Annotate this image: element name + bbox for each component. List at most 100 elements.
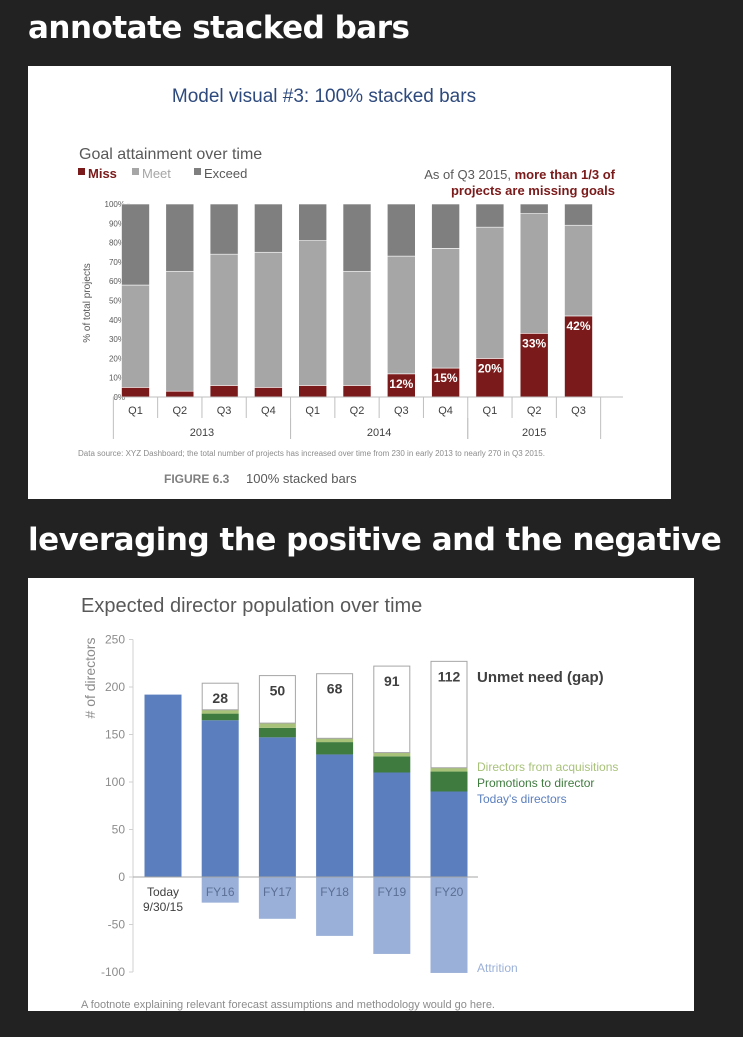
gap-label: 50: [270, 683, 286, 699]
bars: 12% 15% 20% 33% 42%: [121, 203, 593, 398]
bar-meet: [254, 251, 283, 388]
bar-unmet-need: [373, 665, 411, 754]
footnote: A footnote explaining relevant forecast …: [81, 999, 495, 1011]
y-tick-label: 250: [105, 633, 125, 647]
bar-exceed: [254, 203, 283, 253]
bar-miss: [475, 358, 505, 398]
x-tick-label: Q4: [261, 405, 276, 417]
bar-unmet-need: [258, 675, 296, 724]
gap-label: 112: [438, 668, 461, 684]
annotation-prefix: As of Q3 2015,: [424, 167, 514, 182]
bar-unmet-need: [316, 673, 354, 739]
bar-meet: [165, 271, 195, 392]
bar-today-s-directors: [430, 791, 468, 877]
bar-directors-from-acquisitions: [373, 752, 411, 757]
bar-exceed: [165, 203, 195, 272]
y-axis: -100 -50 0 50 100 150 200 250: [101, 633, 134, 979]
bar-exceed: [342, 203, 372, 272]
bar-exceed: [209, 203, 239, 255]
y-tick-label: -50: [108, 918, 126, 932]
data-label: 12%: [389, 377, 413, 391]
annotation-emphasis-2: projects are missing goals: [451, 183, 615, 198]
bar-miss: [342, 385, 372, 398]
bar-promotions-to-director: [430, 771, 468, 792]
x-tick-label: FY19: [377, 885, 406, 899]
gap-label: 91: [384, 673, 400, 689]
section-heading-stacked-bars: annotate stacked bars: [28, 10, 410, 46]
y-tick-label: 50: [112, 823, 126, 837]
bar-exceed: [121, 203, 150, 286]
x-tick-label: FY18: [320, 885, 349, 899]
bar-exceed: [298, 203, 328, 241]
chart-title: Goal attainment over time: [79, 146, 262, 163]
bars: 28 50 68 91 112: [144, 660, 468, 973]
data-label: 20%: [478, 361, 502, 375]
year-label: 2014: [367, 427, 391, 439]
y-tick-label: 100%: [105, 200, 125, 209]
bar-exceed: [386, 203, 416, 257]
y-tick-label: 50%: [109, 297, 125, 306]
y-tick-label: 150: [105, 728, 125, 742]
bar-attrition: [316, 877, 354, 936]
bar-attrition: [430, 877, 468, 973]
bar-promotions-to-director: [201, 713, 239, 721]
bar-meet: [121, 284, 150, 388]
bar-miss: [254, 387, 283, 398]
bar-miss: [165, 390, 195, 398]
bar-directors-from-acquisitions: [430, 767, 468, 772]
gap-label: 28: [212, 690, 228, 706]
bar-exceed: [475, 203, 505, 228]
bar-meet: [431, 248, 460, 369]
x-tick-label: Q1: [305, 405, 320, 417]
y-tick-label: 200: [105, 680, 125, 694]
bar-today-s-directors: [201, 720, 239, 877]
x-tick-label: FY16: [206, 885, 235, 899]
bar-today-s-directors: [144, 694, 182, 877]
series-labels: Unmet need (gap) Directors from acquisiti…: [477, 669, 618, 975]
series-label-promotions: Promotions to director: [477, 776, 594, 790]
x-tick-label: Q1: [483, 405, 498, 417]
bar-meet: [342, 271, 372, 386]
bar-miss: [519, 333, 549, 398]
bar-promotions-to-director: [373, 756, 411, 773]
bar-directors-from-acquisitions: [316, 738, 354, 743]
director-population-chart: Expected director population over time #…: [81, 595, 618, 1011]
y-tick-label: 60%: [109, 277, 125, 286]
source-note: Data source: XYZ Dashboard; the total nu…: [78, 449, 545, 458]
bar-meet: [519, 213, 549, 334]
legend-swatch-miss: [78, 168, 85, 175]
bar-directors-from-acquisitions: [201, 709, 239, 714]
bar-meet: [386, 255, 416, 375]
bar-exceed: [431, 203, 460, 249]
bar-unmet-need: [430, 660, 468, 769]
bar-directors-from-acquisitions: [258, 723, 296, 728]
y-tick-label: 40%: [109, 316, 125, 325]
x-tick-label: Q2: [172, 405, 187, 417]
x-tick-label: Today: [147, 885, 179, 899]
bar-meet: [298, 240, 328, 386]
bar-miss: [298, 385, 328, 398]
y-axis-label: % of total projects: [82, 263, 93, 342]
year-label: 2015: [522, 427, 546, 439]
x-tick-label: Q2: [350, 405, 365, 417]
bar-exceed: [519, 203, 549, 214]
x-tick-label: Q1: [128, 405, 143, 417]
x-tick-label: Q4: [438, 405, 453, 417]
y-tick-label: 80%: [109, 239, 125, 248]
bar-attrition: [258, 877, 296, 919]
legend-label-exceed: Exceed: [204, 166, 247, 181]
figure-label: FIGURE 6.3: [164, 472, 230, 486]
series-label-todays-directors: Today's directors: [477, 792, 567, 806]
bar-meet: [475, 226, 505, 359]
x-tick-label: Q3: [571, 405, 586, 417]
y-tick-label: 10%: [109, 374, 125, 383]
y-tick-label: 90%: [109, 219, 125, 228]
model-visual-title: Model visual #3: 100% stacked bars: [172, 86, 476, 107]
bar-unmet-need: [201, 682, 239, 711]
data-label: 42%: [566, 319, 590, 333]
y-tick-label: 30%: [109, 335, 125, 344]
bar-attrition: [373, 877, 411, 954]
bar-promotions-to-director: [258, 727, 296, 738]
gap-label: 68: [327, 681, 343, 697]
